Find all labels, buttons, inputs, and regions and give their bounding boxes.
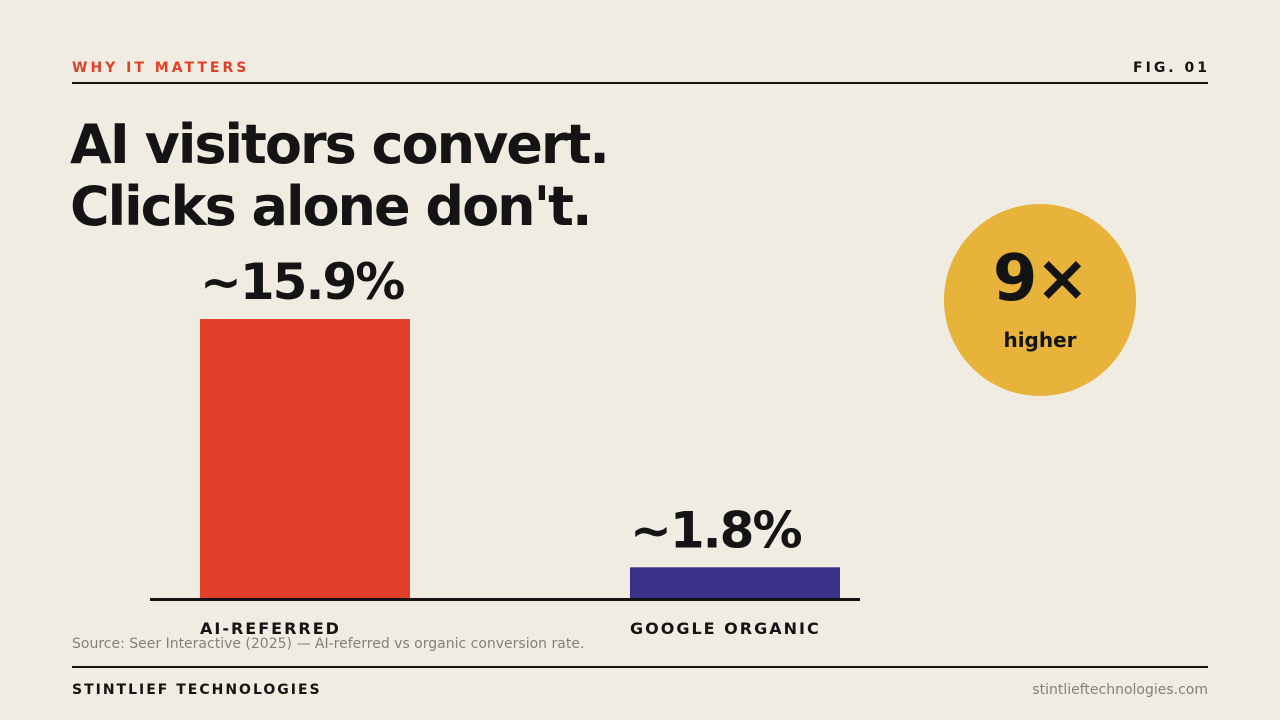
headline-line-2: Clicks alone don't. <box>70 175 592 238</box>
headline: AI visitors convert. Clicks alone don't. <box>70 113 610 238</box>
category-label-0: AI-REFERRED <box>200 619 341 638</box>
bar-0 <box>200 319 410 599</box>
eyebrow-label: WHY IT MATTERS <box>72 60 250 76</box>
data-label-1: ~1.8% <box>630 501 801 559</box>
data-label-0: ~15.9% <box>200 253 404 311</box>
footer-brand: STINTLIEF TECHNOLOGIES <box>72 682 322 698</box>
headline-line-1: AI visitors convert. <box>70 113 610 176</box>
top-divider <box>72 82 1208 84</box>
multiplier-badge: 9× higher <box>944 204 1136 396</box>
bar-1 <box>630 567 840 599</box>
badge-value: 9× <box>992 242 1089 316</box>
bottom-divider <box>72 666 1208 668</box>
badge-label: higher <box>1003 328 1077 352</box>
chart-baseline <box>150 598 860 601</box>
figure-number: FIG. 01 <box>1133 60 1210 76</box>
category-label-1: GOOGLE ORGANIC <box>630 619 821 638</box>
source-note: Source: Seer Interactive (2025) — AI-ref… <box>72 636 585 652</box>
footer-url: stintlieftechnologies.com <box>1032 682 1208 698</box>
